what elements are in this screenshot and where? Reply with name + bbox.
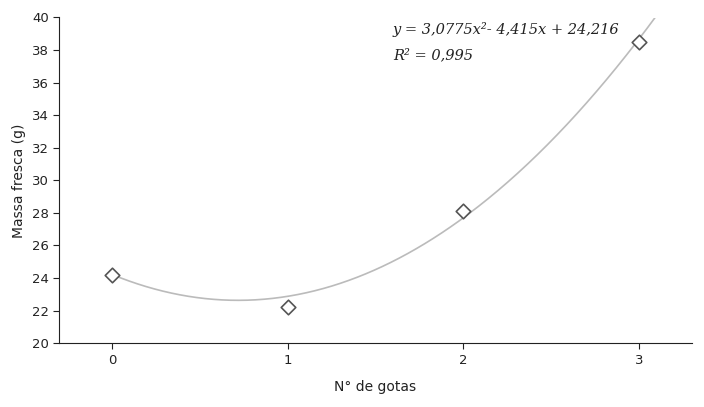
Point xyxy=(106,271,118,278)
Point xyxy=(282,304,294,311)
Text: y = 3,0775x²- 4,415x + 24,216: y = 3,0775x²- 4,415x + 24,216 xyxy=(393,22,620,37)
Point xyxy=(458,208,469,214)
Point xyxy=(633,39,644,45)
X-axis label: N° de gotas: N° de gotas xyxy=(334,381,417,394)
Text: R² = 0,995: R² = 0,995 xyxy=(393,48,473,62)
Y-axis label: Massa fresca (g): Massa fresca (g) xyxy=(13,123,27,238)
